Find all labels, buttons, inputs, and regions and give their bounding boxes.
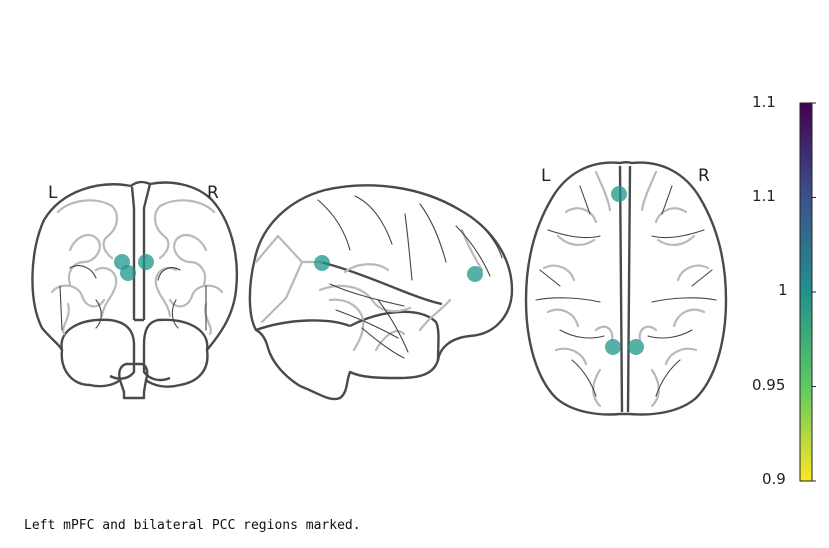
axial-right-label: R bbox=[698, 166, 710, 186]
sagittal-brain-outline bbox=[248, 184, 514, 401]
sagittal-cerebellum bbox=[255, 310, 440, 361]
marker-mpfc-coronal bbox=[120, 265, 136, 281]
axial-light-folds-left bbox=[542, 170, 614, 408]
axial-view bbox=[524, 161, 728, 416]
coronal-midline bbox=[130, 183, 152, 322]
colorbar-ticks bbox=[812, 102, 816, 482]
coronal-markers bbox=[114, 254, 154, 281]
axial-midline bbox=[618, 165, 632, 413]
coronal-dark-lines bbox=[59, 265, 207, 331]
marker-pcc-sagittal bbox=[314, 255, 330, 271]
axial-markers bbox=[605, 186, 644, 355]
coronal-right-label: R bbox=[207, 183, 219, 203]
colorbar-tick-label: 1 bbox=[778, 281, 788, 299]
coronal-sulci-right bbox=[154, 199, 224, 336]
axial-brain-outline bbox=[524, 161, 728, 416]
colorbar-tick-label: 0.9 bbox=[762, 470, 786, 488]
figure-caption: Left mPFC and bilateral PCC regions mark… bbox=[24, 518, 361, 533]
sagittal-markers bbox=[314, 255, 483, 282]
sagittal-dark-lines bbox=[317, 195, 503, 359]
marker-mpfc-axial bbox=[611, 186, 627, 202]
coronal-view bbox=[31, 180, 238, 400]
sagittal-light-folds bbox=[254, 228, 484, 352]
coronal-cerebellum bbox=[60, 318, 209, 382]
marker-pcc-right-coronal bbox=[138, 254, 154, 270]
coronal-left-label: L bbox=[48, 183, 58, 203]
coronal-brain-outline bbox=[31, 180, 238, 400]
marker-pcc-left-axial bbox=[605, 339, 621, 355]
colorbar bbox=[799, 102, 816, 482]
marker-mpfc-sagittal bbox=[467, 266, 483, 282]
axial-dark-lines bbox=[535, 185, 717, 397]
axial-light-folds-right bbox=[638, 170, 710, 408]
colorbar-gradient bbox=[799, 102, 813, 482]
colorbar-tick-label: 1.1 bbox=[752, 93, 776, 111]
marker-pcc-right-axial bbox=[628, 339, 644, 355]
coronal-sulci-left bbox=[50, 199, 118, 336]
sagittal-sylvian bbox=[319, 260, 443, 306]
colorbar-tick-label: 1.1 bbox=[752, 187, 776, 205]
axial-left-label: L bbox=[541, 166, 551, 186]
colorbar-tick-label: 0.95 bbox=[752, 376, 786, 394]
sagittal-view bbox=[248, 184, 514, 401]
